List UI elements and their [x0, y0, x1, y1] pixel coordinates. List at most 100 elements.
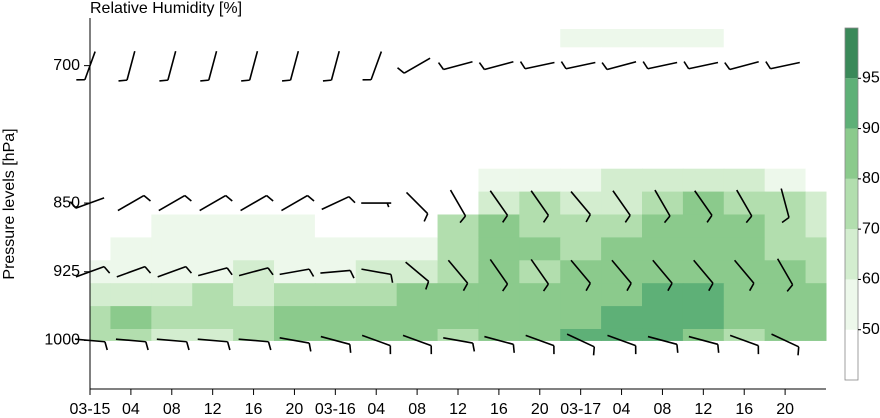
contour-cell	[519, 88, 561, 135]
colorbar-bin	[845, 329, 858, 380]
contour-cell	[601, 237, 643, 261]
contour-cell	[642, 328, 684, 341]
wind-barb	[361, 334, 392, 355]
contour-cell	[192, 237, 234, 261]
contour-cell	[601, 306, 643, 330]
contour-cell	[274, 28, 316, 48]
wind-barb	[279, 268, 315, 277]
contour-cell	[723, 328, 766, 341]
wind-barb	[771, 333, 800, 356]
contour-cell	[314, 28, 357, 48]
contour-cell	[642, 237, 684, 261]
contour-cell	[110, 47, 152, 90]
colorbar-bin	[845, 279, 858, 330]
contour-cell	[519, 306, 561, 330]
contour-cell	[355, 306, 398, 330]
contour-cell	[437, 237, 479, 261]
wind-barb	[279, 337, 312, 352]
contour-cell	[764, 134, 807, 170]
contour-cell	[682, 237, 725, 261]
wind-barb	[447, 259, 469, 292]
contour-cell	[314, 134, 357, 170]
contour-cell	[274, 134, 316, 170]
contour-cell	[519, 214, 561, 238]
wind-barb	[484, 335, 516, 353]
contour-cell	[642, 168, 684, 193]
contour-cell	[437, 306, 479, 330]
chart-title: Relative Humidity [%]	[90, 0, 242, 17]
contour-cell	[355, 214, 398, 238]
wind-barb	[156, 338, 190, 351]
wind-barb	[566, 333, 596, 356]
colorbar-label: 70	[862, 220, 880, 237]
contour-cell	[192, 214, 234, 238]
contour-cell	[396, 28, 439, 48]
wind-barb	[115, 338, 149, 351]
y-tick-label: 1000	[44, 332, 80, 349]
contour-cell	[805, 134, 827, 170]
contour-cell	[723, 237, 766, 261]
colorbar-label: 80	[862, 170, 880, 187]
contour-cell	[764, 214, 807, 238]
contour-cell	[437, 283, 479, 307]
contour-cell	[560, 237, 602, 261]
contour-cell	[642, 88, 684, 135]
contour-cell	[314, 306, 357, 330]
contour-cell	[682, 28, 725, 48]
contour-cell	[642, 214, 684, 238]
wind-barb	[654, 189, 671, 224]
contour-cell	[233, 168, 275, 193]
contour-cell	[396, 88, 439, 135]
contour-cell	[192, 134, 234, 170]
wind-barb	[530, 190, 550, 223]
contour-field	[90, 28, 827, 341]
wind-barb	[443, 337, 476, 352]
contour-cell	[274, 214, 316, 238]
contour-cell	[90, 191, 111, 215]
wind-barb	[570, 259, 592, 292]
contour-cell	[355, 47, 398, 90]
wind-barb	[361, 268, 394, 283]
contour-cell	[764, 88, 807, 135]
wind-barb	[449, 189, 467, 224]
contour-cell	[723, 214, 766, 238]
contour-cell	[682, 88, 725, 135]
contour-cell	[110, 283, 152, 307]
contour-cell	[478, 88, 520, 135]
contour-cell	[90, 306, 111, 330]
contour-cell	[478, 168, 520, 193]
wind-barb	[402, 334, 433, 355]
contour-cell	[90, 260, 111, 284]
contour-cell	[805, 47, 827, 90]
contour-cell	[437, 28, 479, 48]
wind-barb	[281, 194, 315, 212]
wind-barb	[683, 61, 719, 70]
wind-barb	[729, 334, 760, 355]
wind-barb	[733, 259, 755, 292]
contour-cell	[355, 134, 398, 170]
contour-cell	[233, 214, 275, 238]
contour-cell	[478, 214, 520, 238]
contour-cell	[764, 28, 807, 48]
wind-barb	[362, 51, 383, 81]
contour-cell	[478, 28, 520, 48]
contour-cell	[233, 28, 275, 48]
contour-cell	[151, 134, 193, 170]
contour-cell	[723, 168, 766, 193]
wind-barb	[322, 50, 340, 82]
contour-cell	[192, 283, 234, 307]
contour-cell	[805, 28, 827, 48]
contour-cell	[805, 283, 827, 307]
wind-barb	[601, 60, 637, 71]
contour-cell	[90, 134, 111, 170]
wind-barb	[642, 61, 678, 70]
contour-cell	[192, 47, 234, 90]
contour-cell	[805, 168, 827, 193]
wind-barb	[240, 194, 274, 212]
contour-cell	[274, 328, 316, 341]
contour-cell	[805, 214, 827, 238]
contour-cell	[682, 328, 725, 341]
wind-barb	[607, 334, 637, 355]
contour-cell	[355, 283, 398, 307]
